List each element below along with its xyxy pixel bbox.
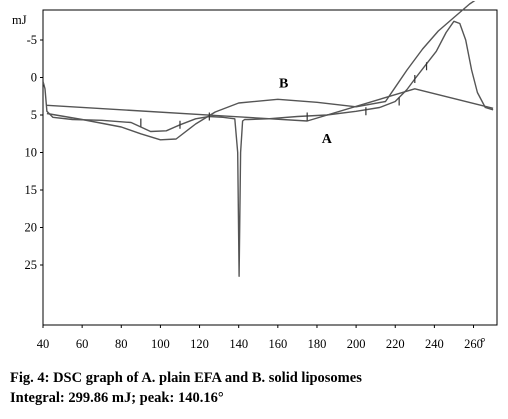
y-axis-unit-label: mJ (12, 13, 27, 27)
y-tick-label: -5 (27, 33, 37, 47)
series-line-b (46, 1, 476, 141)
series-line-a (43, 20, 494, 277)
x-tick-label: 140 (229, 337, 248, 351)
x-tick-label: 40 (37, 337, 50, 351)
chart-annotations: AB (279, 76, 333, 147)
y-tick-label: 25 (25, 258, 38, 272)
series-line-baseline (46, 88, 494, 122)
y-tick-label: 20 (25, 221, 38, 235)
chart-axes: mJ (12, 9, 498, 326)
x-tick-label: 260 (464, 337, 483, 351)
x-axis-ticks: 40 60 80 100 120 140 160 180 200 220 240 260° (37, 325, 486, 351)
x-tick-label: 100 (151, 337, 170, 351)
series-label-b: B (279, 76, 288, 91)
figure-caption: Fig. 4: DSC graph of A. plain EFA and B.… (10, 370, 362, 386)
x-tick-label: 180 (308, 337, 327, 351)
series-label-a: A (322, 132, 333, 147)
x-tick-label: 60 (76, 337, 89, 351)
dsc-chart: mJ -5 0 5 10 15 20 25 40 60 80 100 120 140 160 180 200… (12, 1, 498, 351)
y-tick-label: 0 (31, 71, 37, 85)
x-axis-unit-label: ° (481, 335, 486, 349)
figure-caption-integral: Integral: 299.86 mJ; peak: 140.16° (10, 390, 224, 406)
chart-series (43, 1, 494, 277)
x-tick-label: 220 (386, 337, 405, 351)
x-tick-label: 80 (115, 337, 128, 351)
x-tick-label: 240 (425, 337, 444, 351)
y-axis-ticks: -5 0 5 10 15 20 25 (25, 33, 43, 272)
y-tick-label: 5 (31, 108, 37, 122)
y-tick-label: 15 (25, 183, 38, 197)
plot-frame (42, 9, 498, 326)
x-tick-label: 120 (190, 337, 209, 351)
y-tick-label: 10 (25, 146, 38, 160)
x-tick-label: 200 (347, 337, 366, 351)
x-tick-label: 160 (268, 337, 287, 351)
